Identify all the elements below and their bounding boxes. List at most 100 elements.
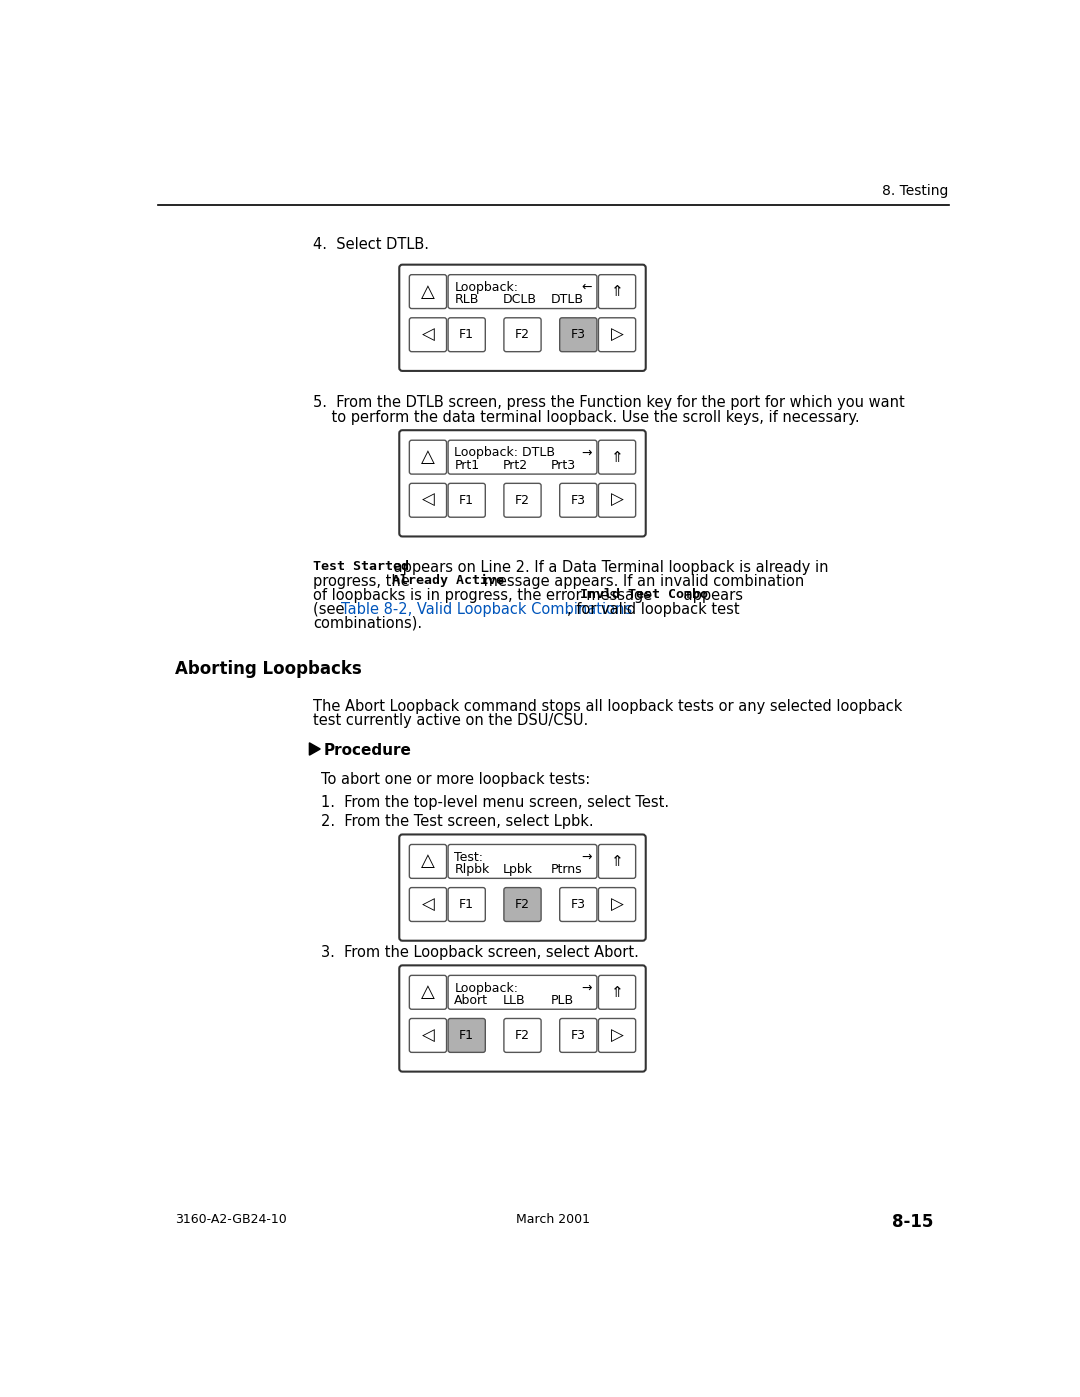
Text: F2: F2 (515, 328, 530, 341)
Text: F1: F1 (459, 1030, 474, 1042)
FancyBboxPatch shape (598, 275, 636, 309)
FancyBboxPatch shape (559, 483, 597, 517)
Text: (see: (see (313, 602, 349, 617)
Text: Procedure: Procedure (323, 743, 411, 757)
FancyBboxPatch shape (598, 440, 636, 474)
Text: Prt2: Prt2 (502, 458, 527, 472)
Text: Aborting Loopbacks: Aborting Loopbacks (175, 661, 362, 679)
Text: △: △ (421, 852, 435, 870)
Text: LLB: LLB (502, 993, 525, 1007)
Text: Rlpbk: Rlpbk (455, 863, 489, 876)
FancyBboxPatch shape (598, 844, 636, 879)
FancyBboxPatch shape (409, 887, 446, 922)
Text: DCLB: DCLB (502, 293, 537, 306)
FancyBboxPatch shape (559, 887, 597, 922)
Text: ⇑: ⇑ (610, 284, 623, 299)
Text: Invld Test Combo: Invld Test Combo (580, 588, 707, 601)
FancyBboxPatch shape (409, 844, 446, 879)
FancyBboxPatch shape (448, 1018, 485, 1052)
Text: Loopback:: Loopback: (455, 982, 518, 995)
FancyBboxPatch shape (409, 275, 446, 309)
Text: ⇑: ⇑ (610, 854, 623, 869)
Polygon shape (309, 743, 321, 756)
Text: 5.  From the DTLB screen, press the Function key for the port for which you want: 5. From the DTLB screen, press the Funct… (313, 395, 905, 409)
Text: , for valid loopback test: , for valid loopback test (567, 602, 740, 617)
FancyBboxPatch shape (409, 440, 446, 474)
Text: F2: F2 (515, 1030, 530, 1042)
FancyBboxPatch shape (504, 483, 541, 517)
Text: △: △ (421, 983, 435, 1002)
Text: F1: F1 (459, 898, 474, 911)
Text: ◁: ◁ (421, 895, 434, 914)
Text: →: → (581, 851, 592, 863)
Text: F3: F3 (571, 898, 585, 911)
Text: F3: F3 (571, 328, 585, 341)
Text: Already Active: Already Active (392, 574, 503, 587)
FancyBboxPatch shape (598, 1018, 636, 1052)
FancyBboxPatch shape (448, 844, 597, 879)
FancyBboxPatch shape (448, 887, 485, 922)
FancyBboxPatch shape (448, 317, 485, 352)
FancyBboxPatch shape (559, 317, 597, 352)
Text: ⇑: ⇑ (610, 450, 623, 465)
FancyBboxPatch shape (409, 483, 446, 517)
Text: March 2001: March 2001 (516, 1214, 591, 1227)
Text: ▷: ▷ (610, 326, 623, 344)
Text: ⇑: ⇑ (610, 985, 623, 1000)
Text: Prt3: Prt3 (551, 458, 576, 472)
Text: Lpbk: Lpbk (502, 863, 532, 876)
FancyBboxPatch shape (448, 483, 485, 517)
Text: 4.  Select DTLB.: 4. Select DTLB. (313, 237, 429, 251)
FancyBboxPatch shape (504, 1018, 541, 1052)
Text: to perform the data terminal loopback. Use the scroll keys, if necessary.: to perform the data terminal loopback. U… (313, 411, 860, 425)
FancyBboxPatch shape (448, 275, 597, 309)
Text: ◁: ◁ (421, 1027, 434, 1045)
FancyBboxPatch shape (598, 887, 636, 922)
FancyBboxPatch shape (598, 975, 636, 1009)
FancyBboxPatch shape (400, 264, 646, 372)
Text: ◁: ◁ (421, 326, 434, 344)
Text: progress, the: progress, the (313, 574, 415, 590)
FancyBboxPatch shape (409, 1018, 446, 1052)
Text: To abort one or more loopback tests:: To abort one or more loopback tests: (321, 773, 591, 787)
Text: F1: F1 (459, 328, 474, 341)
Text: combinations).: combinations). (313, 616, 422, 631)
FancyBboxPatch shape (400, 834, 646, 940)
Text: Table 8-2, Valid Loopback Combinations: Table 8-2, Valid Loopback Combinations (341, 602, 633, 617)
Text: Ptrns: Ptrns (551, 863, 582, 876)
Text: 3160-A2-GB24-10: 3160-A2-GB24-10 (175, 1214, 287, 1227)
FancyBboxPatch shape (504, 887, 541, 922)
FancyBboxPatch shape (448, 440, 597, 474)
Text: Test:: Test: (455, 851, 484, 863)
Text: F3: F3 (571, 493, 585, 507)
Text: Test Started: Test Started (313, 560, 409, 573)
Text: 2.  From the Test screen, select Lpbk.: 2. From the Test screen, select Lpbk. (321, 814, 594, 830)
Text: RLB: RLB (455, 293, 478, 306)
Text: F2: F2 (515, 898, 530, 911)
Text: Abort: Abort (455, 993, 488, 1007)
FancyBboxPatch shape (409, 317, 446, 352)
Text: 3.  From the Loopback screen, select Abort.: 3. From the Loopback screen, select Abor… (321, 946, 639, 960)
Text: ←: ← (581, 281, 592, 293)
Text: Loopback:: Loopback: (455, 281, 518, 293)
Text: 8. Testing: 8. Testing (882, 184, 948, 198)
Text: △: △ (421, 282, 435, 300)
Text: →: → (581, 982, 592, 995)
Text: F3: F3 (571, 1030, 585, 1042)
Text: message appears. If an invalid combination: message appears. If an invalid combinati… (478, 574, 804, 590)
FancyBboxPatch shape (598, 317, 636, 352)
FancyBboxPatch shape (400, 965, 646, 1071)
Text: appears on Line 2. If a Data Terminal loopback is already in: appears on Line 2. If a Data Terminal lo… (389, 560, 828, 576)
FancyBboxPatch shape (409, 975, 446, 1009)
Text: PLB: PLB (551, 993, 573, 1007)
Text: F2: F2 (515, 493, 530, 507)
Text: 8-15: 8-15 (892, 1214, 933, 1231)
Text: Prt1: Prt1 (455, 458, 480, 472)
Text: △: △ (421, 448, 435, 467)
FancyBboxPatch shape (400, 430, 646, 536)
Text: test currently active on the DSU/CSU.: test currently active on the DSU/CSU. (313, 712, 589, 728)
Text: DTLB: DTLB (551, 293, 583, 306)
Text: F1: F1 (459, 493, 474, 507)
Text: of loopbacks is in progress, the error message: of loopbacks is in progress, the error m… (313, 588, 657, 604)
Text: ▷: ▷ (610, 492, 623, 510)
